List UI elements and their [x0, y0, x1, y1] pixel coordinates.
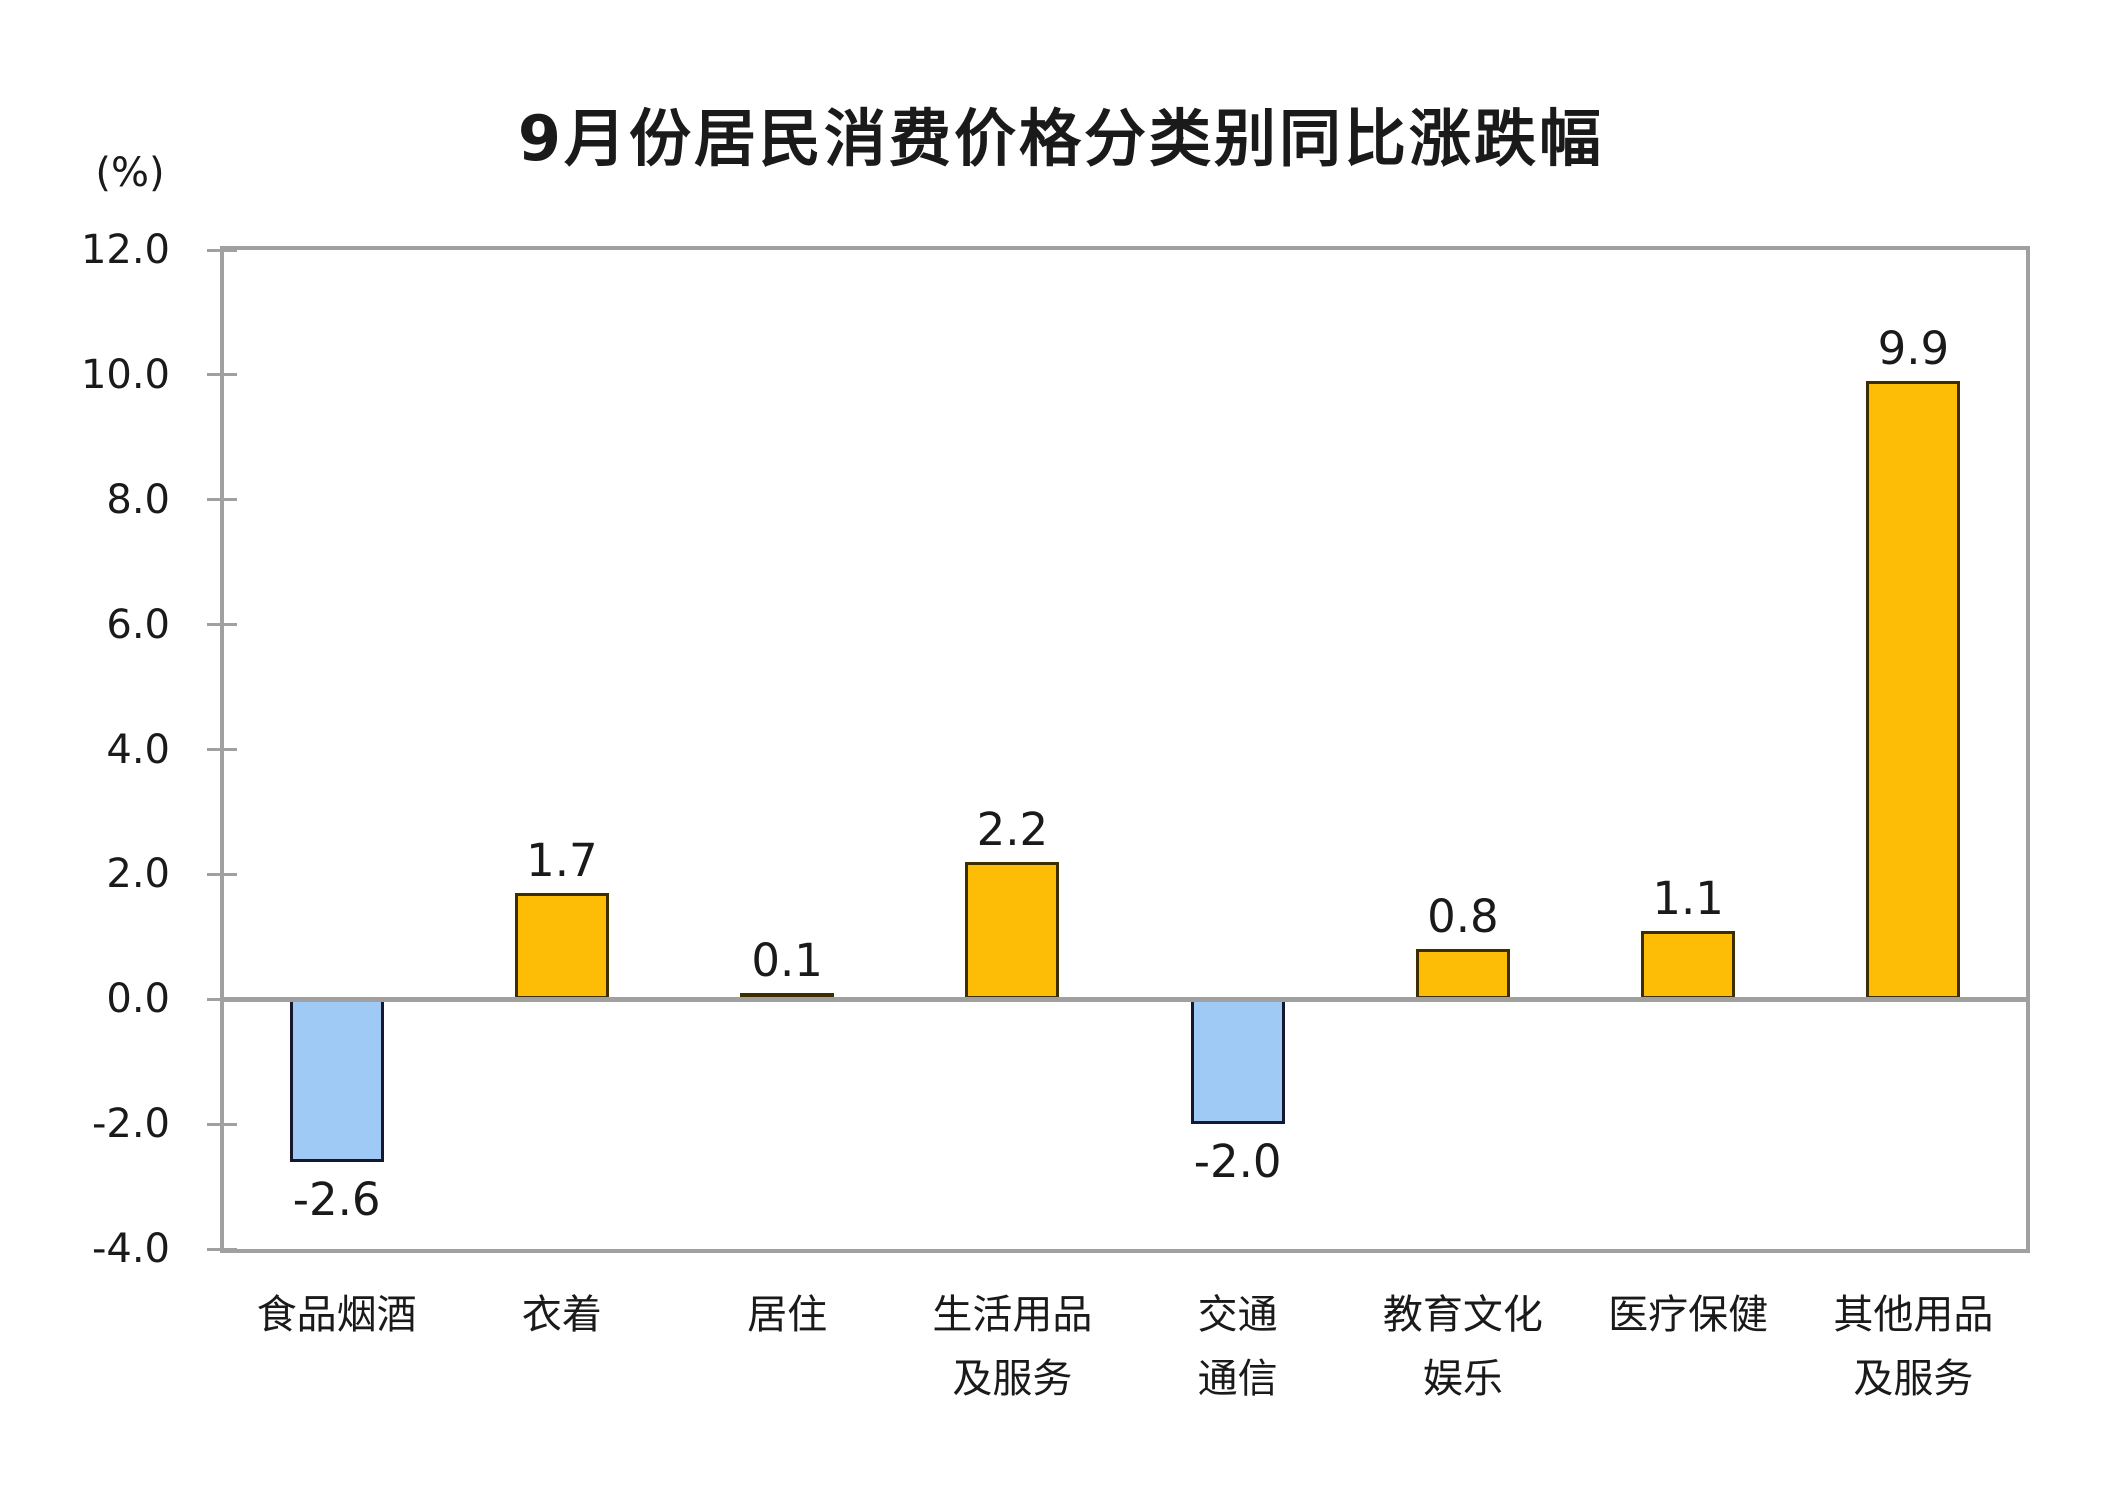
- bar-value-label: -2.0: [1193, 1135, 1282, 1189]
- y-tick-mark: [207, 623, 237, 627]
- y-tick-mark: [207, 1122, 237, 1126]
- bar-value-label: 1.7: [526, 834, 598, 888]
- category-label: 衣着: [521, 1292, 602, 1338]
- category-label: 生活用品 及服务: [932, 1292, 1093, 1402]
- y-tick-mark: [207, 872, 237, 876]
- bar: [965, 861, 1060, 1000]
- category-label: 其他用品 及服务: [1833, 1292, 1994, 1402]
- bar-value-label: 2.2: [976, 802, 1049, 856]
- category-label: 教育文化 娱乐: [1382, 1292, 1543, 1402]
- y-tick-label: -2.0: [91, 1101, 170, 1148]
- bar: [1415, 949, 1510, 1000]
- y-tick-label: 4.0: [106, 726, 170, 773]
- bar: [514, 893, 609, 1000]
- chart-title: 9月份居民消费价格分类别同比涨跌幅: [517, 102, 1605, 175]
- y-tick-label: 12.0: [80, 227, 170, 273]
- bar: [1190, 999, 1285, 1125]
- zero-axis-line: [224, 996, 2026, 1002]
- y-tick-label: 6.0: [106, 601, 170, 648]
- y-tick-label: 10.0: [80, 351, 170, 398]
- bar-value-label: 1.1: [1652, 871, 1724, 925]
- bar: [1641, 930, 1736, 1000]
- bar-value-label: 0.8: [1427, 890, 1499, 944]
- bar-value-label: -2.6: [292, 1172, 381, 1226]
- bar: [1866, 381, 1961, 1000]
- category-label: 医疗保健: [1608, 1292, 1769, 1338]
- y-tick-mark: [207, 1247, 237, 1251]
- y-tick-label: -4.0: [91, 1226, 170, 1272]
- y-tick-mark: [207, 997, 237, 1001]
- y-tick-mark: [207, 498, 237, 502]
- category-label: 交通 通信: [1197, 1292, 1278, 1402]
- bar-value-label: 0.1: [751, 934, 823, 987]
- y-tick-label: 2.0: [106, 851, 170, 898]
- y-tick-mark: [207, 248, 237, 252]
- category-label: 居住: [747, 1292, 828, 1338]
- bar-value-label: 9.9: [1877, 322, 1950, 376]
- y-tick-mark: [207, 373, 237, 377]
- bar: [289, 999, 384, 1162]
- plot-area: -2.6 1.7 0.1 2.2 -2.0 0.8 1.1 9.9: [207, 246, 2030, 1253]
- y-axis-unit-label: (%): [95, 150, 165, 196]
- category-label: 食品烟酒: [256, 1292, 417, 1338]
- y-tick-mark: [207, 748, 237, 751]
- y-tick-label: 8.0: [106, 476, 170, 523]
- y-tick-label: 0.0: [106, 976, 170, 1023]
